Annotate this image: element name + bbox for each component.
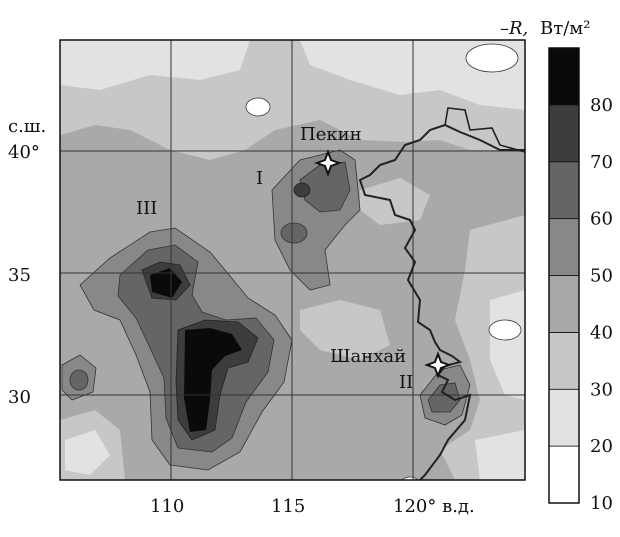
colorbar-swatch [548,275,580,333]
colorbar: –R, Вт/м² 10 20 30 40 50 60 70 80 [500,18,613,514]
colorbar-tick-label: 50 [590,266,613,287]
colorbar-swatch [548,104,580,163]
colorbar-swatch [548,161,580,220]
lon-tick-115: 115 [271,496,305,517]
contour-field [60,40,525,480]
colorbar-swatches [548,47,580,504]
colorbar-tick-label: 60 [590,209,613,230]
coastline [358,123,525,480]
colorbar-swatch [548,331,580,390]
colorbar-title-symbol: –R, [500,18,528,39]
colorbar-tick-label: 10 [590,493,613,514]
map-frame [59,39,526,481]
beijing-marker [314,149,342,177]
lon-tick-110: 110 [150,496,184,517]
colorbar-swatch [548,218,580,276]
lat-tick-30: 30 [8,387,31,408]
star-marker-icon [424,351,452,379]
colorbar-ticks: 10 20 30 40 50 60 70 80 [590,95,613,514]
contour-band-80-plus [150,268,242,432]
lon-tick-120: 120° в.д. [393,496,475,517]
region-label-iii: III [136,198,157,219]
star-marker-icon [314,149,342,177]
colorbar-swatch [548,445,580,504]
colorbar-swatch [548,388,580,447]
map-panel: Пекин Шанхай I II III с.ш. 40° 35 30 110… [8,39,526,517]
colorbar-title-units: Вт/м² [540,18,590,39]
colorbar-tick-label: 80 [590,95,613,116]
region-label-i: I [256,168,263,189]
border-line [444,107,525,153]
colorbar-tick-label: 20 [590,436,613,457]
latitude-axis-label: с.ш. [8,116,46,137]
colorbar-frame [548,47,580,504]
lat-tick-35: 35 [8,265,31,286]
colorbar-tick-label: 70 [590,152,613,173]
colorbar-tick-label: 30 [590,379,613,400]
colorbar-tick-label: 40 [590,322,613,343]
colorbar-swatch [548,47,580,106]
city-label-beijing: Пекин [300,124,362,145]
lat-tick-40: 40° [8,142,40,163]
colorbar-title: –R, Вт/м² [500,18,590,39]
shanghai-marker [424,351,452,379]
city-label-shanghai: Шанхай [330,346,406,367]
region-label-ii: II [399,372,413,393]
